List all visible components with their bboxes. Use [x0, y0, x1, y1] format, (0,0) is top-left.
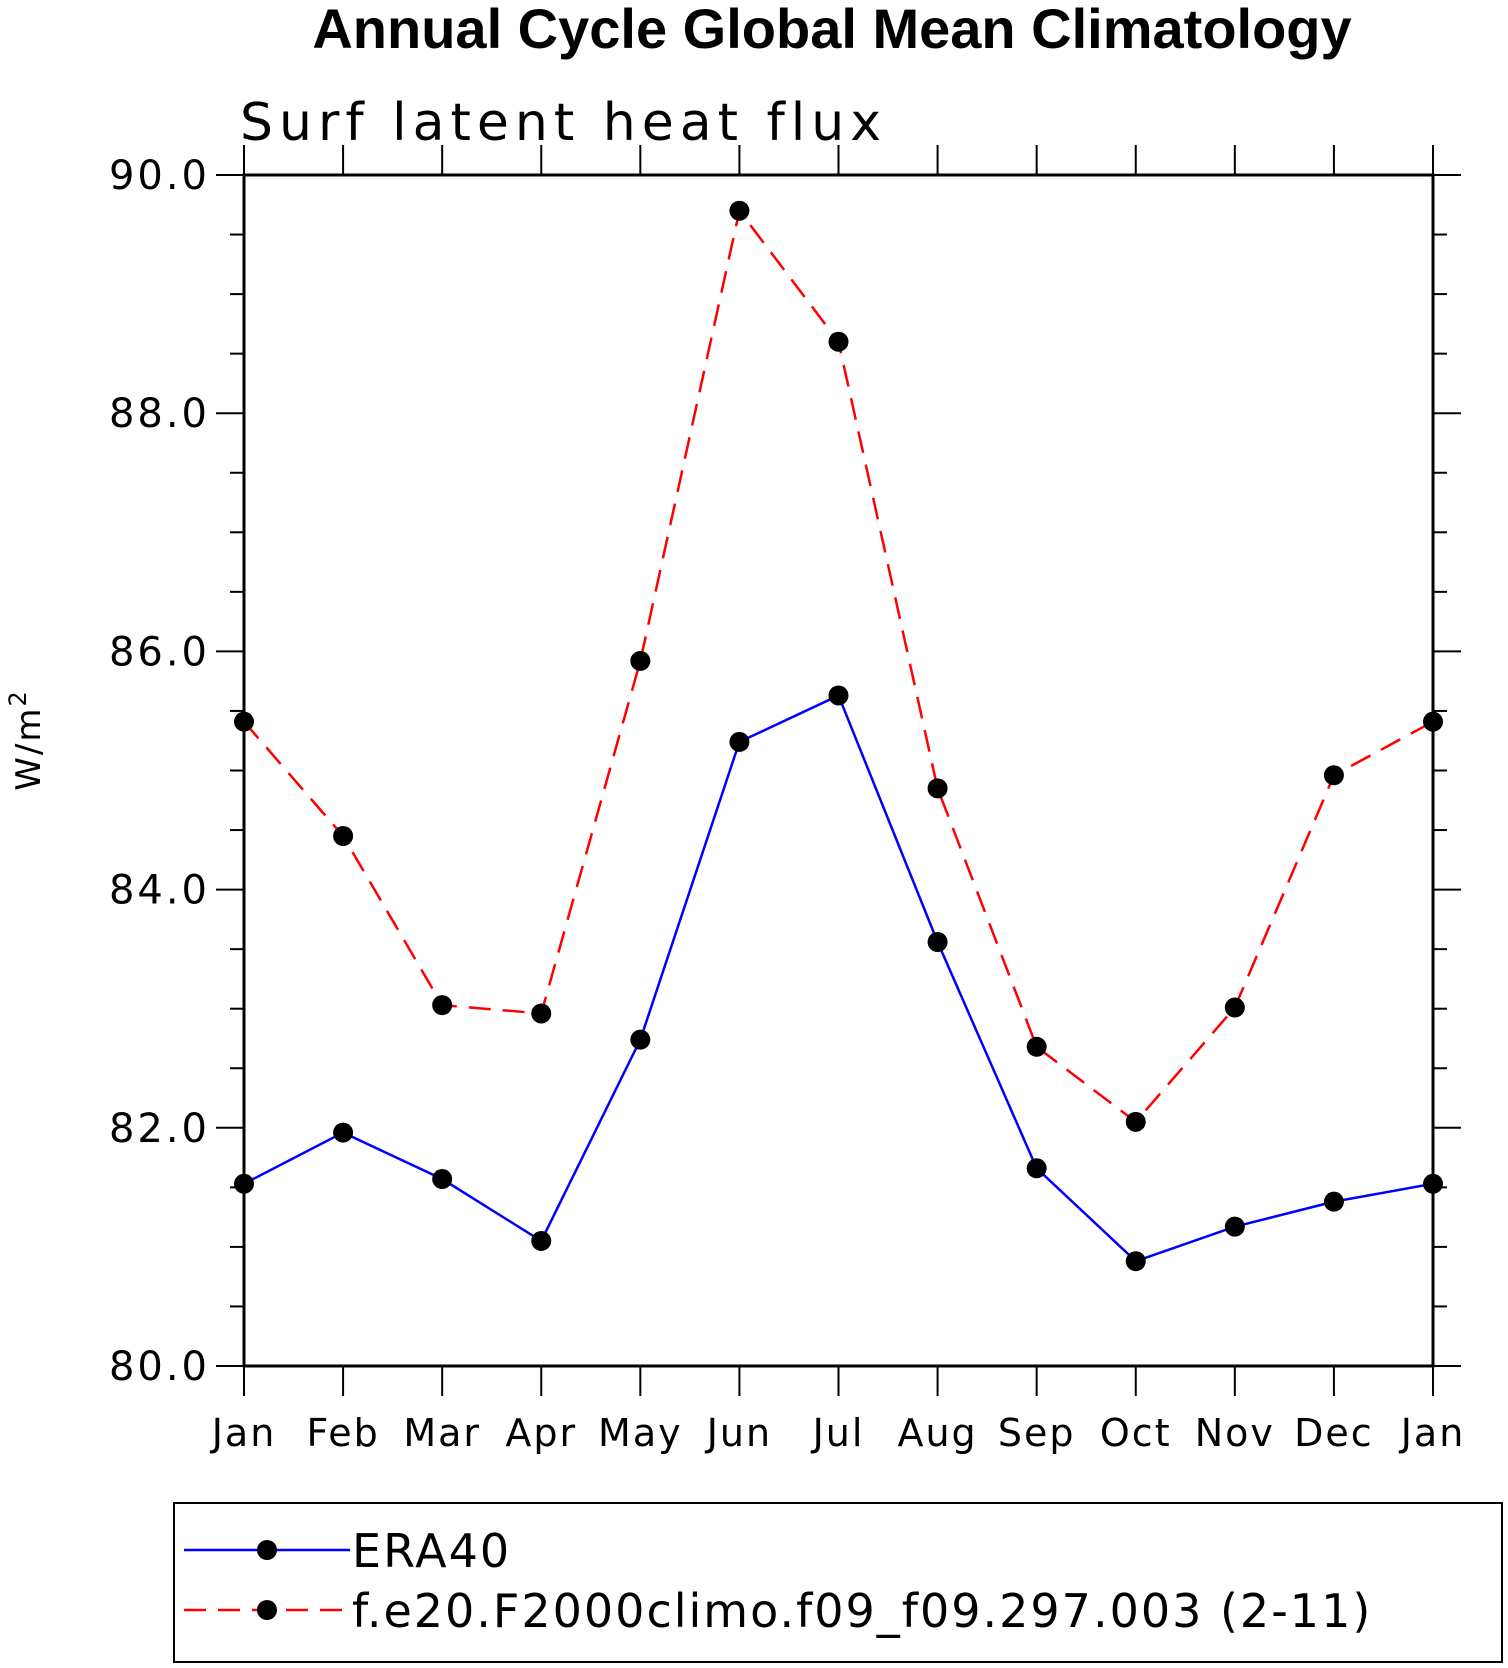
x-tick-label: Jan — [210, 1411, 277, 1455]
chart-subtitle: Surf latent heat flux — [240, 93, 887, 153]
data-point — [927, 932, 948, 953]
legend-box — [173, 1502, 1503, 1663]
data-point — [828, 685, 849, 706]
plot-frame — [242, 173, 1435, 1368]
x-tick-label: Dec — [1294, 1411, 1374, 1455]
plot-area — [234, 200, 1443, 1272]
y-axis-label: W/m2 — [4, 689, 49, 790]
series-2 — [234, 200, 1443, 1132]
data-point — [234, 711, 254, 732]
data-point — [828, 331, 849, 352]
data-point — [1323, 765, 1344, 786]
legend-marker — [257, 1540, 277, 1560]
legend-label: ERA40 — [352, 1524, 511, 1578]
data-point — [1026, 1036, 1047, 1057]
legend-label: f.e20.F2000climo.f09_f09.297.003 (2-11) — [352, 1584, 1372, 1638]
data-point — [1026, 1158, 1047, 1179]
y-tick-label: 84.0 — [109, 868, 210, 914]
y-tick-label: 90.0 — [109, 153, 210, 199]
y-tick-label: 86.0 — [109, 629, 210, 675]
data-point — [729, 200, 750, 221]
x-tick-label: Nov — [1195, 1411, 1275, 1455]
x-tick-label: Mar — [403, 1411, 481, 1455]
legend-marker — [257, 1600, 277, 1620]
x-tick-label: Aug — [897, 1411, 977, 1455]
data-point — [1224, 997, 1245, 1018]
data-point — [234, 1173, 254, 1194]
x-tick-label: Feb — [306, 1411, 379, 1455]
data-point — [1423, 711, 1443, 732]
x-tick-label: Apr — [505, 1411, 577, 1455]
data-point — [531, 1230, 552, 1251]
x-tick-label: May — [598, 1411, 683, 1455]
data-point — [333, 826, 354, 847]
chart-title: Annual Cycle Global Mean Climatology — [312, 0, 1351, 60]
data-point — [630, 650, 651, 671]
x-tick-label: Sep — [998, 1411, 1076, 1455]
data-point — [1423, 1173, 1443, 1194]
series-1 — [234, 685, 1443, 1272]
x-axis: Jan Feb Mar Apr May Jun Jul Aug Sep Oct Nov Dec Jan — [210, 145, 1466, 1455]
data-point — [630, 1029, 651, 1050]
data-point — [531, 1003, 552, 1024]
data-point — [1224, 1216, 1245, 1237]
data-point — [333, 1122, 354, 1143]
x-tick-label: Jul — [811, 1411, 865, 1455]
y-tick-label: 80.0 — [109, 1344, 210, 1390]
data-point — [432, 995, 453, 1016]
data-point — [729, 731, 750, 752]
y-tick-label: 88.0 — [109, 391, 210, 437]
data-point — [927, 778, 948, 799]
legend: ERA40 f.e20.F2000climo.f09_f09.297.003 (2… — [173, 1502, 1503, 1663]
data-point — [1323, 1191, 1344, 1212]
x-tick-label: Jun — [705, 1411, 772, 1455]
y-axis: 80.0 82.0 84.0 86.0 88.0 90.0 — [109, 153, 1461, 1390]
x-tick-label: Jan — [1399, 1411, 1466, 1455]
x-tick-label: Oct — [1100, 1411, 1172, 1455]
axes-frame — [242, 173, 1435, 1368]
y-tick-label: 82.0 — [109, 1106, 210, 1152]
data-point — [1125, 1251, 1146, 1272]
data-point — [432, 1169, 453, 1190]
series-line — [243, 693, 1434, 1263]
data-point — [1125, 1111, 1146, 1132]
